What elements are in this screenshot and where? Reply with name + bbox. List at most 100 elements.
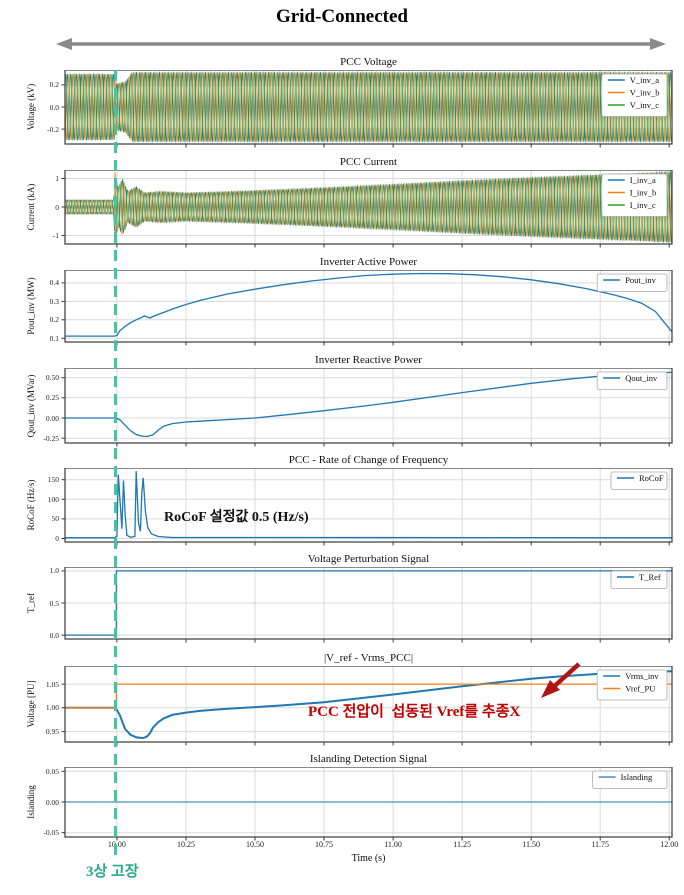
panel-plot-7: Vrms_inv Vref_PU: [61, 666, 673, 746]
plot-border: [64, 170, 673, 245]
y-axis-label-4: Qout_inv (MVar): [26, 374, 36, 437]
legend: T_Ref: [610, 570, 668, 589]
series-Vrms_inv: [65, 670, 672, 740]
panel-plot-3: Pout_inv: [61, 270, 673, 346]
x-tick-label: 12.00: [660, 840, 679, 849]
y-tick-label: 0.2: [49, 315, 59, 325]
y-tick-label: -1: [52, 230, 59, 240]
x-tick-label: 11.50: [522, 840, 540, 849]
fault-label: 3상 고장: [86, 864, 139, 880]
legend-label: Pout_inv: [625, 275, 656, 285]
annotation-arrow-icon: [541, 662, 581, 698]
legend-label: Vrms_inv: [625, 671, 659, 681]
x-axis-label: Time (s): [351, 853, 386, 864]
panel-title-8: Islanding Detection Signal: [309, 753, 428, 765]
waveform-V_inv_c: [65, 71, 672, 143]
plot-border: [64, 270, 673, 343]
y-tick-label: 1: [55, 174, 59, 184]
legend: Vrms_inv Vref_PU: [596, 669, 668, 701]
y-tick-label: 1.05: [45, 679, 59, 689]
y-tick-label: 0.1: [49, 333, 59, 343]
legend-label: Qout_inv: [625, 373, 658, 383]
vref-tracking-annotation: PCC 전압이 섭동된 Vref를 추종X: [308, 704, 521, 720]
x-tick-label: 10.00: [107, 840, 126, 849]
x-tick-label: 11.75: [591, 840, 610, 849]
legend-label: V_inv_b: [630, 88, 660, 98]
legend-label: V_inv_c: [630, 100, 660, 110]
series-Pout_inv: [65, 272, 672, 337]
y-tick-label: 0.3: [49, 296, 59, 306]
legend-label: RoCoF: [639, 473, 664, 483]
y-tick-label: 1.00: [45, 703, 59, 713]
plot-border: [64, 468, 673, 543]
y-tick-label: 1.0: [49, 566, 59, 576]
waveform-I_inv_c: [65, 170, 672, 243]
panel-plot-8: Islanding: [61, 767, 673, 841]
waveform-I_inv_b: [65, 171, 672, 243]
legend-label: I_inv_c: [630, 200, 656, 210]
plot-border: [64, 70, 673, 145]
legend-label: I_inv_b: [630, 188, 656, 198]
y-tick-label: 0.0: [49, 630, 59, 640]
legend: Islanding: [592, 770, 668, 789]
y-tick-label: 150: [47, 475, 59, 485]
panel-title-3: Inverter Active Power: [319, 256, 418, 268]
legend-box: [601, 73, 668, 117]
legend-box: [610, 570, 668, 589]
x-tick-label: 10.75: [315, 840, 334, 849]
x-tick-label: 11.25: [453, 840, 471, 849]
series-RoCoF: [65, 471, 672, 539]
legend-box: [610, 471, 668, 490]
panel-title-5: PCC - Rate of Change of Frequency: [288, 454, 449, 466]
y-tick-label: 0.25: [45, 393, 59, 403]
legend: V_inv_a V_inv_b V_inv_c: [601, 73, 668, 117]
y-tick-label: 0.4: [49, 278, 59, 288]
legend-label: T_Ref: [639, 572, 661, 582]
y-tick-label: 0.0: [49, 102, 59, 112]
legend: I_inv_a I_inv_b I_inv_c: [601, 173, 668, 217]
legend-box: [601, 173, 668, 217]
panel-plot-4: Qout_inv: [61, 368, 673, 447]
plot-border: [64, 368, 673, 444]
y-tick-label: -0.2: [47, 124, 59, 134]
y-tick-label: -0.05: [43, 828, 59, 838]
x-tick-label: 10.25: [176, 840, 195, 849]
y-tick-label: 0.05: [45, 766, 59, 776]
legend-box: [592, 770, 668, 789]
y-tick-label: 100: [47, 494, 59, 504]
legend-label: Islanding: [621, 772, 653, 782]
panel-plot-1: V_inv_a V_inv_b V_inv_c: [61, 70, 673, 148]
plot-border: [64, 567, 673, 640]
y-tick-label: -0.25: [43, 433, 59, 443]
figure-title: Grid-Connected: [276, 6, 408, 27]
legend: RoCoF: [610, 471, 668, 490]
y-tick-label: 0.95: [45, 727, 59, 737]
x-tick-label: 10.50: [245, 840, 264, 849]
y-tick-label: 0.50: [45, 373, 59, 383]
panel-title-1: PCC Voltage: [340, 56, 397, 68]
legend: Pout_inv: [596, 273, 668, 292]
panel-title-2: PCC Current: [339, 156, 398, 168]
grid-connected-span-arrow: [56, 38, 666, 50]
legend-label: V_inv_a: [630, 75, 660, 85]
x-tick-label: 11.00: [384, 840, 402, 849]
panel-plot-5: RoCoF: [61, 468, 673, 546]
panel-plot-6: T_Ref: [61, 567, 673, 643]
panel-plot-2: I_inv_a I_inv_b I_inv_c: [61, 170, 673, 248]
y-tick-label: 0: [55, 202, 59, 212]
series-Qout_inv: [65, 371, 672, 438]
y-tick-label: 0.00: [45, 797, 59, 807]
plot-border: [64, 666, 673, 743]
panel-title-6: Voltage Perturbation Signal: [307, 553, 430, 565]
legend: Qout_inv: [596, 371, 668, 390]
legend-box: [596, 371, 668, 390]
rocof-threshold-annotation: RoCoF 설정값 0.5 (Hz/s): [164, 510, 309, 525]
legend-box: [596, 669, 668, 701]
y-tick-label: 0.00: [45, 413, 59, 423]
legend-label: Vref_PU: [625, 684, 655, 694]
y-tick-label: 0.2: [49, 80, 59, 90]
legend-label: I_inv_a: [630, 175, 656, 185]
panel-title-7: |V_ref - Vrms_PCC|: [323, 652, 414, 664]
waveform-V_inv_b: [65, 72, 672, 142]
